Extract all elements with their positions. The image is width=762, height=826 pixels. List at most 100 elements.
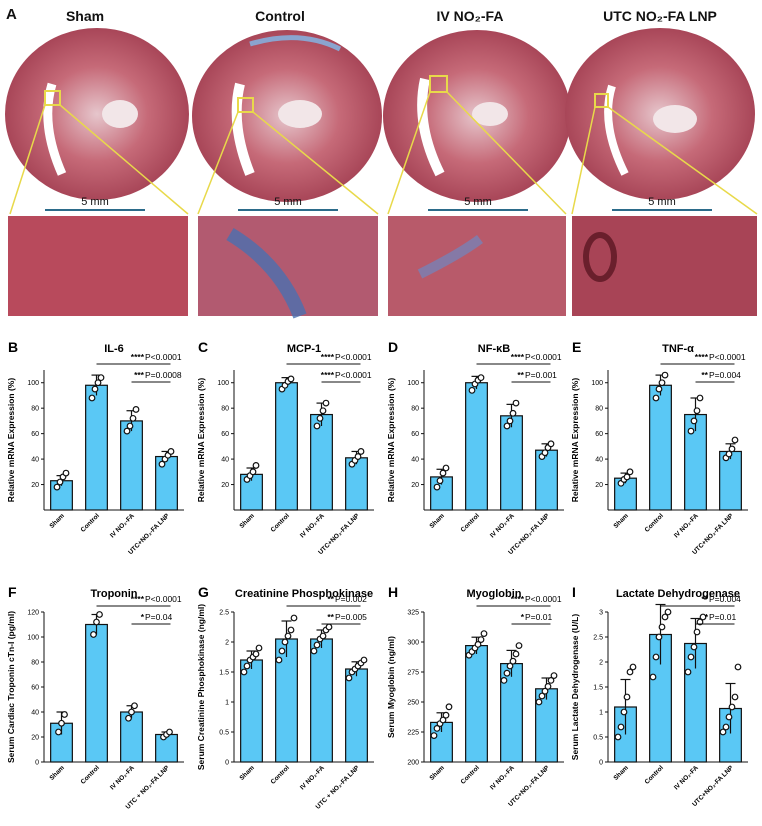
scale-label-utc: 5 mm <box>648 196 676 208</box>
sig-stars-e-1: ** <box>701 370 708 380</box>
scale-label-sham: 5 mm <box>81 196 109 208</box>
point-g-1-1 <box>278 647 286 655</box>
sig-stars-f-1: * <box>141 612 145 622</box>
point-i-1-2 <box>655 633 663 641</box>
point-i-1-4 <box>661 613 669 621</box>
point-c-0-3 <box>252 462 260 469</box>
vessel-icon <box>583 232 617 282</box>
y-tick-label-h-3: 275 <box>407 670 419 677</box>
sig-stars-h-1: * <box>521 612 525 622</box>
x-tick-label-f-0: Sham <box>48 764 66 782</box>
point-d-0-3 <box>442 464 450 472</box>
y-axis-label-e: Relative mRNA Expression (%) <box>570 378 580 503</box>
x-tick-label-i-1: Control <box>644 764 665 785</box>
point-e-2-1 <box>690 417 698 425</box>
x-tick-label-b-0: Sham <box>48 512 66 530</box>
point-g-0-4 <box>252 650 260 658</box>
y-tick-label-b-0: 20 <box>31 482 39 489</box>
point-i-0-3 <box>623 693 631 701</box>
point-e-0-3 <box>626 468 634 476</box>
histology-sections <box>5 28 758 319</box>
point-i-2-2 <box>690 643 698 651</box>
x-tick-label-e-0: Sham <box>612 512 630 530</box>
chart-title-f: Troponin <box>90 588 137 600</box>
point-d-2-3 <box>512 399 520 407</box>
sig-pvalue-e-0: P<0.0001 <box>709 352 746 362</box>
bar-b-1 <box>85 384 108 511</box>
y-tick-label-g-1: 0.5 <box>219 730 229 737</box>
point-e-1-3 <box>661 371 669 379</box>
point-c-2-2 <box>319 407 327 415</box>
point-f-2-0 <box>125 714 132 722</box>
chart-title-i: Lactate Dehydrogenase <box>616 588 740 600</box>
x-tick-label-c-2: IV NO₂-FA <box>299 512 326 539</box>
y-tick-label-g-2: 1 <box>225 700 229 707</box>
point-c-2-1 <box>316 414 324 422</box>
y-tick-label-d-3: 80 <box>411 406 419 413</box>
point-c-2-3 <box>322 399 330 407</box>
point-d-2-0 <box>503 422 511 430</box>
y-tick-label-i-2: 1 <box>599 710 603 717</box>
panel-letter-c: C <box>198 339 208 355</box>
y-tick-label-e-4: 100 <box>591 380 603 387</box>
x-tick-label-h-2: IV NO₂-FA <box>489 764 516 791</box>
point-f-2-1 <box>128 708 135 716</box>
point-c-2-0 <box>313 422 321 430</box>
point-g-0-5 <box>255 644 263 652</box>
point-i-1-5 <box>664 608 672 616</box>
y-tick-label-d-0: 20 <box>411 482 419 489</box>
point-g-0-1 <box>243 662 251 670</box>
bar-d-2 <box>500 415 523 511</box>
y-tick-label-f-3: 60 <box>31 685 39 692</box>
y-tick-label-f-5: 100 <box>27 635 39 642</box>
y-axis-label-c: Relative mRNA Expression (%) <box>196 378 206 503</box>
x-tick-label-f-1: Control <box>80 764 101 785</box>
sig-stars-e-0: **** <box>695 352 709 362</box>
y-tick-label-e-3: 80 <box>595 406 603 413</box>
point-c-0-2 <box>249 468 257 476</box>
panel-letter-g: G <box>198 584 209 600</box>
point-g-3-5 <box>360 656 368 664</box>
y-tick-label-i-5: 2.5 <box>593 635 603 642</box>
y-axis-label-h: Serum Myoglobin (ng/ml) <box>386 636 396 738</box>
group-title-utc: UTC NO₂-FA LNP <box>603 8 717 24</box>
point-d-0-0 <box>433 483 441 491</box>
scalebar-control <box>238 209 338 211</box>
sig-stars-f-0: **** <box>131 594 145 604</box>
point-g-2-3 <box>319 632 327 640</box>
point-b-3-3 <box>167 448 175 455</box>
y-tick-label-b-3: 80 <box>31 406 39 413</box>
sig-pvalue-i-1: P=0.01 <box>709 612 736 622</box>
y-tick-label-g-4: 2 <box>225 640 229 647</box>
x-tick-label-h-0: Sham <box>428 764 446 782</box>
x-tick-label-d-1: Control <box>460 512 481 533</box>
x-tick-label-d-2: IV NO₂-FA <box>489 512 516 539</box>
point-g-3-0 <box>345 674 353 682</box>
y-tick-label-f-4: 80 <box>31 660 39 667</box>
point-h-2-1 <box>503 669 511 677</box>
scale-label-iv: 5 mm <box>464 196 492 208</box>
y-tick-label-d-4: 100 <box>407 380 419 387</box>
sig-stars-b-1: *** <box>134 370 145 380</box>
sig-stars-h-0: **** <box>511 594 525 604</box>
point-i-1-0 <box>649 673 657 681</box>
sig-pvalue-g-1: P=0.005 <box>335 612 367 622</box>
sig-stars-c-0: **** <box>321 352 335 362</box>
y-tick-label-g-0: 0 <box>225 760 229 767</box>
x-tick-label-f-2: IV NO₂-FA <box>109 764 136 791</box>
group-title-iv: IV NO₂-FA <box>436 8 504 24</box>
chart-title-b: IL-6 <box>104 343 124 355</box>
point-f-1-1 <box>93 618 100 626</box>
point-b-1-2 <box>94 379 102 387</box>
y-tick-label-e-2: 60 <box>595 431 603 438</box>
tissue-section-control <box>192 30 382 202</box>
sig-pvalue-c-1: P<0.0001 <box>335 370 372 380</box>
point-b-2-3 <box>132 406 140 413</box>
sig-stars-i-0: ** <box>701 594 708 604</box>
point-c-1-3 <box>287 375 295 383</box>
y-tick-label-i-1: 0.5 <box>593 735 603 742</box>
panel-letter-b: B <box>8 339 18 355</box>
point-h-2-3 <box>509 657 517 665</box>
point-b-0-0 <box>53 483 61 491</box>
